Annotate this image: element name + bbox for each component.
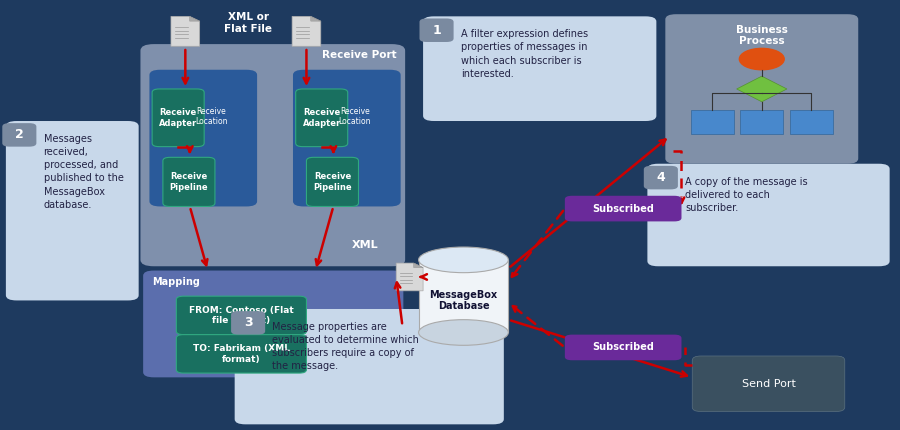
Text: 4: 4: [656, 171, 665, 184]
Text: Receive
Location: Receive Location: [195, 107, 228, 126]
Polygon shape: [414, 263, 423, 267]
Polygon shape: [310, 16, 320, 21]
FancyBboxPatch shape: [665, 14, 859, 164]
FancyBboxPatch shape: [296, 89, 347, 147]
Bar: [691, 111, 734, 134]
Polygon shape: [190, 16, 200, 21]
FancyBboxPatch shape: [176, 296, 306, 335]
FancyBboxPatch shape: [647, 164, 889, 266]
Text: TO: Fabrikam (XML
format): TO: Fabrikam (XML format): [193, 344, 290, 363]
FancyBboxPatch shape: [140, 44, 405, 266]
FancyBboxPatch shape: [143, 270, 403, 378]
Text: 2: 2: [15, 128, 23, 141]
FancyBboxPatch shape: [692, 356, 845, 412]
Text: Receive
Pipeline: Receive Pipeline: [313, 172, 352, 192]
Text: Message properties are
evaluated to determine which
subscribers require a copy o: Message properties are evaluated to dete…: [273, 322, 419, 372]
Ellipse shape: [418, 247, 508, 273]
Text: Receive
Location: Receive Location: [338, 107, 371, 126]
Polygon shape: [292, 16, 320, 46]
Text: Receive Port: Receive Port: [321, 50, 396, 60]
Text: FROM: Contoso (Flat
file format): FROM: Contoso (Flat file format): [189, 306, 293, 325]
Text: MessageBox
Database: MessageBox Database: [429, 290, 498, 311]
FancyBboxPatch shape: [6, 121, 139, 301]
FancyBboxPatch shape: [423, 16, 656, 121]
Ellipse shape: [418, 319, 508, 345]
FancyBboxPatch shape: [419, 18, 454, 42]
Text: A filter expression defines
properties of messages in
which each subscriber is
i: A filter expression defines properties o…: [461, 29, 588, 79]
FancyBboxPatch shape: [149, 70, 257, 206]
Text: Subscribed: Subscribed: [592, 203, 654, 214]
FancyBboxPatch shape: [565, 196, 681, 221]
FancyBboxPatch shape: [644, 166, 678, 189]
Polygon shape: [737, 76, 787, 102]
Text: Receive
Adapter: Receive Adapter: [159, 108, 197, 128]
FancyBboxPatch shape: [235, 309, 504, 424]
Text: 3: 3: [244, 316, 252, 329]
FancyBboxPatch shape: [152, 89, 204, 147]
Text: Receive
Pipeline: Receive Pipeline: [169, 172, 208, 192]
FancyBboxPatch shape: [163, 157, 215, 206]
Bar: [789, 111, 832, 134]
Polygon shape: [171, 16, 200, 46]
Text: Mapping: Mapping: [152, 277, 200, 287]
Polygon shape: [396, 263, 423, 291]
FancyBboxPatch shape: [293, 70, 400, 206]
FancyBboxPatch shape: [3, 123, 36, 147]
Text: Messages
received,
processed, and
published to the
MessageBox
database.: Messages received, processed, and publis…: [43, 134, 123, 210]
Text: Send Port: Send Port: [742, 379, 796, 389]
Bar: [418, 260, 508, 332]
FancyBboxPatch shape: [176, 335, 306, 373]
Text: Receive
Adapter: Receive Adapter: [302, 108, 341, 128]
FancyBboxPatch shape: [565, 335, 681, 360]
Text: Subscribed: Subscribed: [592, 342, 654, 353]
Text: 1: 1: [432, 24, 441, 37]
Circle shape: [740, 49, 784, 70]
Text: XML or
Flat File: XML or Flat File: [224, 12, 272, 34]
Text: Business
Process: Business Process: [736, 25, 788, 46]
FancyBboxPatch shape: [231, 311, 266, 335]
Text: XML: XML: [352, 240, 378, 250]
Bar: [741, 111, 783, 134]
Text: A copy of the message is
delivered to each
subscriber.: A copy of the message is delivered to ea…: [685, 177, 807, 213]
FancyBboxPatch shape: [306, 157, 358, 206]
